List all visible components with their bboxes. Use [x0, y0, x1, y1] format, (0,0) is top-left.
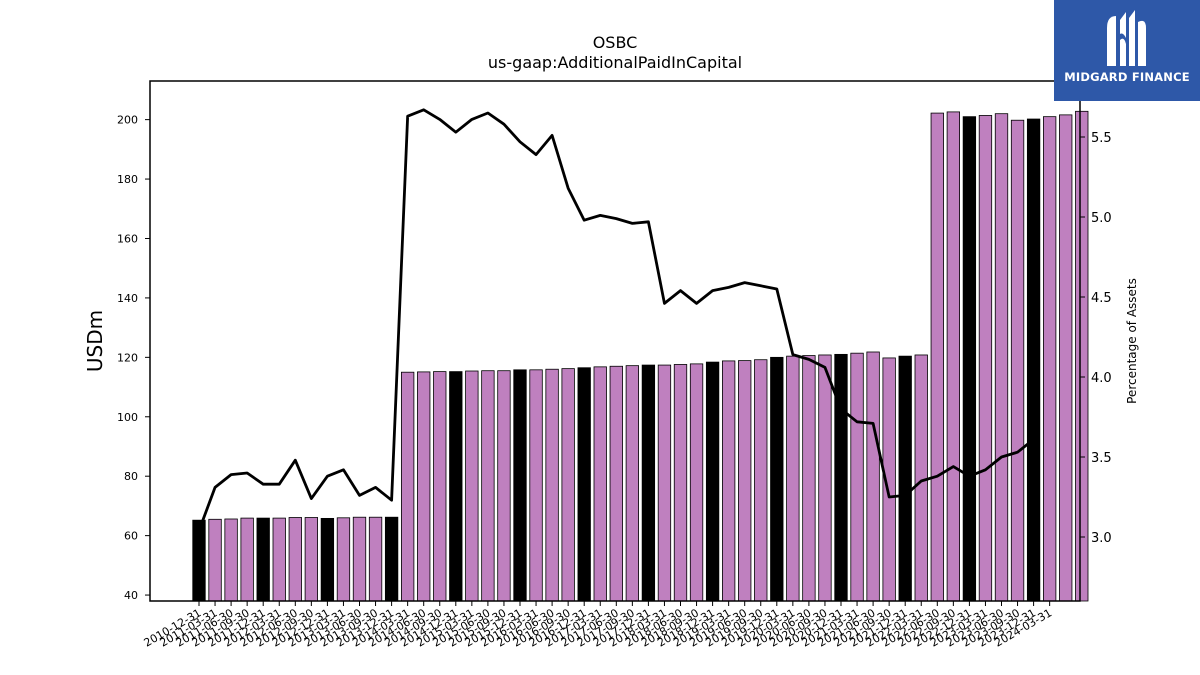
bar	[850, 352, 864, 602]
y2-tick-label: 4.0	[1091, 371, 1112, 386]
y-tick-label: 140	[117, 292, 138, 305]
bar	[609, 365, 623, 602]
bar	[256, 517, 270, 602]
y2-tick-label: 3.5	[1091, 451, 1112, 466]
bar	[400, 371, 415, 602]
y-tick-label: 40	[124, 589, 138, 602]
bar	[384, 516, 399, 602]
y2-axis-label: Percentage of Assets	[1125, 278, 1139, 404]
bar	[962, 116, 977, 602]
bar	[192, 519, 206, 602]
bar	[673, 364, 688, 602]
bar	[802, 355, 816, 602]
bar	[818, 354, 832, 602]
bar	[240, 517, 254, 602]
logo-text: MIDGARD FINANCE	[1064, 70, 1190, 84]
bar	[786, 355, 800, 602]
bar	[770, 356, 784, 602]
chart-title: OSBC	[593, 33, 638, 52]
y-tick-label: 80	[124, 470, 138, 483]
bar	[449, 371, 463, 602]
bar	[208, 518, 222, 602]
percentage-line	[197, 108, 1035, 532]
bar	[465, 370, 479, 602]
bar	[946, 111, 960, 602]
x-axis: 2010-12-312011-03-312011-06-302011-09-30…	[142, 601, 1054, 650]
bar	[994, 113, 1009, 602]
y-tick-label: 60	[124, 530, 138, 543]
bar	[368, 516, 383, 602]
bar	[705, 361, 720, 602]
bar	[1010, 119, 1025, 602]
bar	[288, 517, 302, 602]
y-tick-label: 160	[117, 232, 138, 245]
plot-frame	[149, 80, 1081, 602]
y2-tick-label: 3.0	[1091, 531, 1112, 546]
bar	[754, 359, 768, 602]
chart-subtitle: us-gaap:AdditionalPaidInCapital	[488, 53, 742, 72]
y-tick-label: 180	[117, 173, 138, 186]
bar	[689, 363, 704, 602]
bar	[577, 367, 591, 602]
y-tick-label: 200	[117, 114, 138, 127]
bar	[625, 365, 639, 602]
bar	[433, 371, 447, 602]
bar	[1043, 116, 1057, 602]
bar	[657, 364, 672, 602]
left-y-axis: 40 60 80 100 120 140 160 180 200	[117, 114, 150, 602]
bar	[978, 115, 993, 602]
bar	[224, 518, 238, 602]
midgard-finance-logo: MIDGARD FINANCE	[1054, 0, 1200, 101]
right-y-axis: 3.0 3.5 4.0 4.5 5.0 5.5	[1080, 131, 1112, 546]
bar	[1075, 110, 1089, 602]
bar-series	[192, 110, 1089, 602]
bar	[272, 517, 286, 602]
bar	[898, 355, 912, 602]
bar	[1026, 118, 1041, 602]
y-axis-label: USDm	[83, 310, 107, 372]
bar	[738, 360, 752, 602]
bar	[320, 517, 335, 602]
y2-tick-label: 5.0	[1091, 211, 1112, 226]
bar	[545, 368, 559, 602]
y-tick-label: 100	[117, 411, 138, 424]
bar	[593, 366, 607, 602]
bar	[352, 516, 367, 602]
bar	[529, 369, 543, 602]
bar	[1059, 114, 1073, 602]
bar	[497, 370, 511, 602]
bar	[834, 353, 848, 602]
bar	[481, 370, 495, 602]
bar	[641, 364, 656, 602]
y2-tick-label: 4.5	[1091, 291, 1112, 306]
bar	[930, 112, 944, 602]
bar	[513, 369, 527, 602]
y-tick-label: 120	[117, 351, 138, 364]
bar	[336, 517, 351, 602]
y2-tick-label: 5.5	[1091, 131, 1112, 146]
midgard-m-logo-icon	[1107, 10, 1146, 66]
bar	[304, 517, 319, 602]
bar	[914, 354, 928, 602]
bar	[866, 351, 880, 602]
line-series	[197, 108, 1035, 532]
bar	[417, 371, 431, 602]
bar	[722, 360, 736, 602]
bar	[561, 368, 575, 602]
